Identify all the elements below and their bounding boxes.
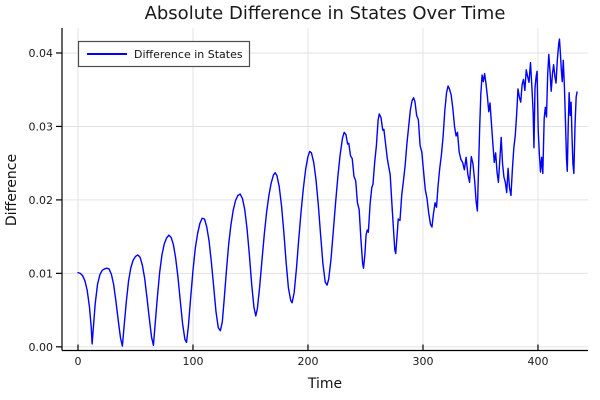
series-line-difference-in-states: [77, 38, 578, 347]
x-tick-label: 0: [74, 355, 81, 368]
x-tick-label: 200: [297, 355, 318, 368]
x-tick-label: 400: [527, 355, 548, 368]
gridlines: [62, 28, 588, 351]
legend: Difference in States: [77, 40, 251, 68]
legend-entry-label: Difference in States: [134, 48, 243, 61]
y-tick-label: 0.00: [29, 341, 54, 354]
y-tick-label: 0.04: [29, 47, 54, 60]
x-tick-label: 100: [182, 355, 203, 368]
y-axis-ticks: 0.00 0.01 0.02 0.03 0.04: [29, 47, 62, 354]
x-axis-label: Time: [307, 376, 342, 392]
y-tick-label: 0.03: [29, 120, 54, 133]
y-tick-label: 0.02: [29, 194, 54, 207]
y-tick-label: 0.01: [29, 267, 54, 280]
y-axis-label: Difference: [4, 154, 20, 226]
x-tick-label: 300: [412, 355, 433, 368]
chart-title: Absolute Difference in States Over Time: [145, 3, 506, 24]
x-axis-ticks: 0 100 200 300 400: [74, 344, 548, 368]
